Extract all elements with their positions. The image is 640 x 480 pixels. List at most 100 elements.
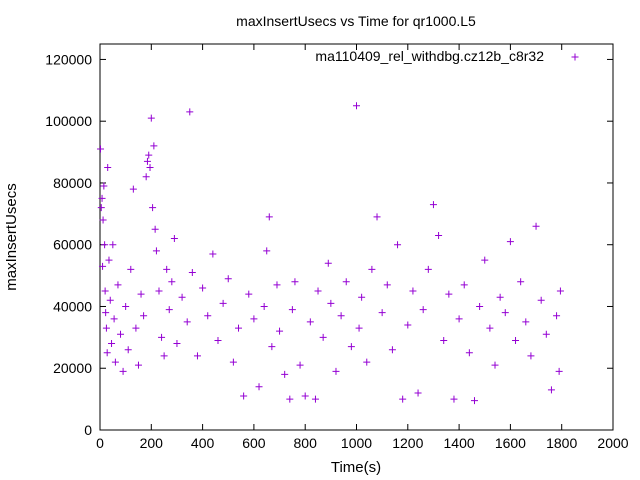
y-tick-label: 120000 [45, 51, 92, 67]
data-point [556, 287, 564, 295]
data-point [209, 250, 217, 258]
x-tick-label: 200 [140, 435, 164, 451]
data-point [404, 321, 412, 329]
data-point [100, 182, 108, 190]
x-tick-label: 1400 [444, 435, 475, 451]
data-point [255, 383, 263, 391]
data-point [229, 358, 237, 366]
data-point [129, 185, 137, 193]
x-tick-label: 400 [191, 435, 215, 451]
data-point [101, 241, 109, 249]
data-point [105, 256, 113, 264]
data-point [155, 287, 163, 295]
data-point [137, 290, 145, 298]
data-point [245, 290, 253, 298]
data-point [555, 367, 563, 375]
data-point [450, 395, 458, 403]
data-point [98, 194, 106, 202]
data-point [445, 290, 453, 298]
data-point [486, 324, 494, 332]
chart-title: maxInsertUsecs vs Time for qr1000.L5 [236, 13, 476, 29]
data-point [97, 204, 105, 212]
data-point [111, 358, 119, 366]
data-point [319, 333, 327, 341]
data-point [363, 358, 371, 366]
data-point [268, 343, 276, 351]
x-tick-label: 800 [294, 435, 318, 451]
legend: ma110409_rel_withdbg.cz12b_c8r32 [315, 48, 579, 64]
data-point [394, 241, 402, 249]
data-point [327, 299, 335, 307]
data-point [193, 352, 201, 360]
data-point [409, 287, 417, 295]
data-point [224, 275, 232, 283]
data-point [165, 306, 173, 314]
y-axis-ticks: 0 20000 40000 60000 80000 100000 120000 [45, 51, 613, 438]
legend-label: ma110409_rel_withdbg.cz12b_c8r32 [315, 48, 544, 64]
x-tick-label: 0 [96, 435, 104, 451]
data-point [314, 287, 322, 295]
x-axis-ticks: 0 200 400 600 800 1000 1200 1400 1600 1800 2000 [96, 44, 629, 451]
y-tick-label: 60000 [53, 237, 92, 253]
data-point [537, 296, 545, 304]
data-point [103, 349, 111, 357]
data-point [108, 340, 116, 348]
data-point [506, 238, 514, 246]
x-tick-label: 1800 [546, 435, 577, 451]
data-point [342, 278, 350, 286]
data-point [265, 213, 273, 221]
data-point [106, 296, 114, 304]
x-tick-label: 1200 [392, 435, 423, 451]
data-point [102, 324, 110, 332]
data-point [132, 324, 140, 332]
data-point [491, 361, 499, 369]
data-point [219, 299, 227, 307]
data-point [104, 164, 112, 172]
data-point [337, 312, 345, 320]
data-point [214, 336, 222, 344]
data-point [414, 389, 422, 397]
data-point [547, 386, 555, 394]
data-point [286, 395, 294, 403]
data-point [383, 281, 391, 289]
data-point [124, 346, 132, 354]
data-point [527, 352, 535, 360]
data-point [263, 247, 271, 255]
x-tick-label: 1600 [495, 435, 526, 451]
data-points [97, 102, 564, 405]
data-point [460, 281, 468, 289]
data-point [160, 352, 168, 360]
x-tick-label: 600 [242, 435, 266, 451]
y-tick-label: 80000 [53, 175, 92, 191]
data-point [110, 315, 118, 323]
data-point [188, 269, 196, 277]
data-point [178, 293, 186, 301]
data-point [440, 336, 448, 344]
data-point [496, 293, 504, 301]
legend-marker [571, 53, 579, 61]
data-point [332, 367, 340, 375]
data-point [140, 312, 148, 320]
data-point [101, 287, 109, 295]
data-point [150, 142, 158, 150]
data-point [532, 222, 540, 230]
data-point [99, 262, 107, 270]
data-point [134, 361, 142, 369]
data-point [522, 318, 530, 326]
data-point [250, 315, 258, 323]
data-point [158, 333, 166, 341]
data-point [429, 201, 437, 209]
data-point [142, 173, 150, 181]
data-point [109, 241, 117, 249]
data-point [127, 265, 135, 273]
data-point [281, 370, 289, 378]
data-point [368, 265, 376, 273]
data-point [151, 225, 159, 233]
data-point [146, 164, 154, 172]
data-point [373, 213, 381, 221]
y-tick-label: 100000 [45, 113, 92, 129]
data-point [512, 336, 520, 344]
data-point [149, 204, 157, 212]
data-point [119, 367, 127, 375]
data-point [260, 302, 268, 310]
